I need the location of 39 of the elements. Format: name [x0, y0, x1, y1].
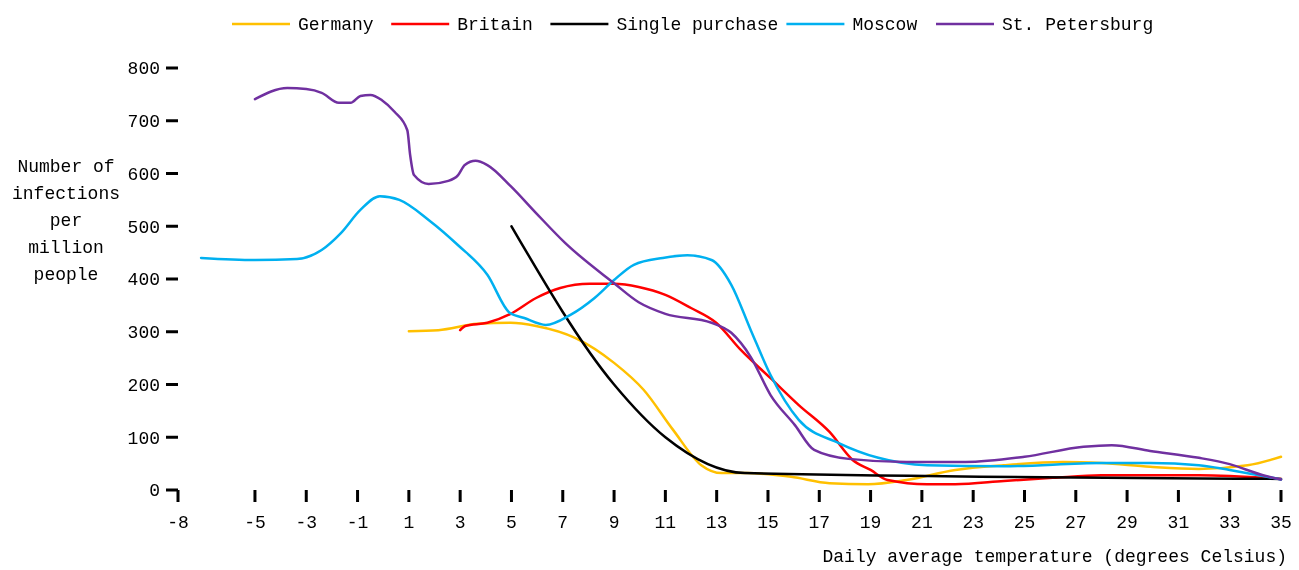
x-tick-label: 35	[1270, 513, 1292, 533]
x-tick-label: 23	[962, 513, 984, 533]
legend-label: Britain	[457, 15, 533, 35]
x-tick-label: 25	[1013, 513, 1036, 533]
y-tick-label: 300	[127, 323, 160, 344]
y-tick-label: 700	[127, 112, 160, 133]
x-tick-label: 19	[859, 513, 882, 533]
line-series	[253, 86, 1283, 481]
x-tick-label: 1	[403, 513, 415, 533]
x-tick-label: 29	[1116, 513, 1138, 533]
y-tick-label: 400	[127, 270, 160, 291]
legend-label: St. Petersburg	[1002, 15, 1154, 35]
x-tick-label: -8	[167, 513, 189, 533]
legend-label: Germany	[298, 15, 374, 35]
x-tick-label: 15	[757, 513, 779, 533]
y-tick-label: 500	[127, 217, 160, 238]
y-tick-label: 0	[149, 481, 160, 502]
x-tick-label: 17	[808, 513, 831, 533]
x-tick-label: -3	[295, 513, 318, 533]
y-axis-title: Number of infections per million people	[11, 157, 121, 285]
x-tick-label: 33	[1218, 513, 1241, 533]
x-tick-label: 27	[1064, 513, 1087, 533]
x-tick-label: 5	[506, 513, 517, 533]
x-tick-label: 13	[705, 513, 728, 533]
x-tick-label: 3	[454, 513, 466, 533]
legend-label: Moscow	[852, 15, 918, 35]
y-tick-label: 800	[127, 59, 160, 80]
y-tick-label: 600	[127, 164, 160, 185]
y-tick-label: 200	[127, 375, 160, 396]
x-tick-label: 11	[654, 513, 677, 533]
x-tick-label: 7	[557, 513, 569, 533]
y-tick-label: 100	[127, 428, 160, 449]
x-axis-title: Daily average temperature (degrees Celsius)	[822, 547, 1287, 567]
legend-label: Single purchase	[616, 15, 779, 35]
x-tick-label: 21	[911, 513, 933, 533]
x-tick-label: 9	[608, 513, 620, 533]
x-tick-label: 31	[1167, 513, 1190, 533]
x-tick-label: -5	[244, 513, 266, 533]
x-tick-label: -1	[346, 513, 369, 533]
